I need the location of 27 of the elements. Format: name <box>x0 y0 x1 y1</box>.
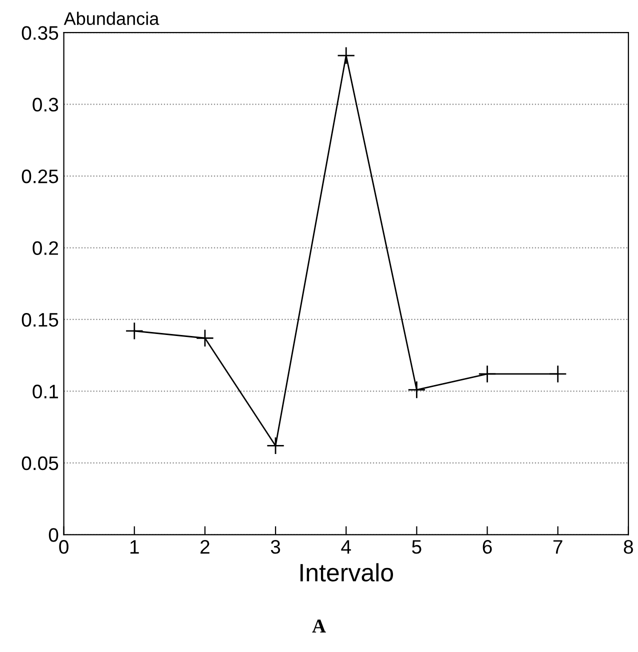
y-tick-label: 0.35 <box>22 26 58 40</box>
point <box>337 46 356 65</box>
y-tick-label: 0.3 <box>32 98 58 112</box>
y-tick-label: 0.1 <box>32 384 58 398</box>
y-tick-label: 0.05 <box>22 456 58 470</box>
x-tick-label: 6 <box>482 540 492 554</box>
point <box>548 364 567 384</box>
y-tick-label: 0.15 <box>22 312 58 327</box>
point <box>478 364 496 384</box>
point <box>196 329 214 348</box>
point <box>266 436 285 455</box>
x-tick-label: 1 <box>130 540 139 554</box>
point <box>408 380 426 399</box>
y-axis-title: Abundancia <box>64 12 160 26</box>
x-tick-label: 7 <box>553 540 562 554</box>
x-tick-label: 2 <box>200 540 210 554</box>
x-tick-label: 5 <box>412 540 422 554</box>
x-tick-label: 4 <box>341 540 351 554</box>
x-tick-label: 0 <box>59 540 68 554</box>
y-tick-label: 0 <box>48 528 58 542</box>
y-tick-label: 0.2 <box>32 241 58 255</box>
x-tick-label: 8 <box>624 540 633 554</box>
point <box>125 322 144 340</box>
x-tick-label: 3 <box>270 540 280 554</box>
text: A <box>312 620 326 632</box>
x-axis-title: Intervalo <box>300 563 394 582</box>
y-tick-label: 0.25 <box>22 170 58 184</box>
